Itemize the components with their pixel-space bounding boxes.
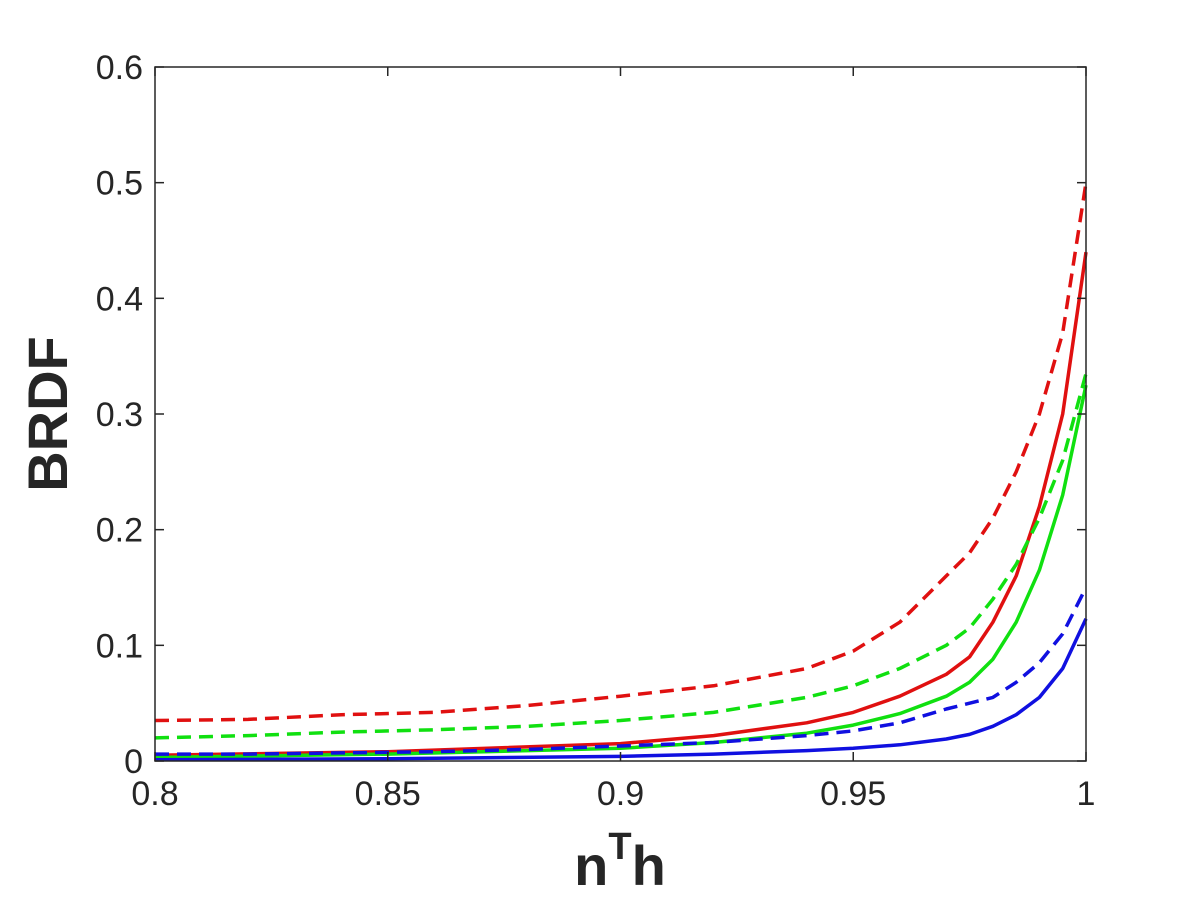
x-axis-title-base: n	[574, 834, 608, 897]
y-tick-label-5: 0.4	[96, 280, 143, 318]
plot-background	[155, 67, 1086, 761]
x-tick-label-4: 0.95	[820, 775, 886, 813]
series-line-5	[154, 373, 1088, 740]
x-axis-title-superscript: T	[608, 826, 631, 868]
ticks-layer: 0.8 0.85 0.9 0.95 1 0 0.1 0.2 0.3 0.4 0.5 0.6	[96, 49, 1096, 813]
x-axis-title-suffix: h	[632, 834, 666, 897]
y-tick-label-7: 0.6	[96, 49, 143, 87]
x-tick-label-1: 0.8	[131, 775, 178, 813]
y-axis-title: BRDF	[16, 336, 79, 492]
x-tick-label-3: 0.9	[597, 775, 644, 813]
x-axis-title: nTh	[574, 826, 666, 897]
y-tick-label-4: 0.3	[96, 396, 143, 434]
y-tick-label-2: 0.1	[96, 627, 143, 665]
x-tick-label-2: 0.85	[355, 775, 421, 813]
series-line-3	[154, 617, 1088, 762]
x-tick-label-5: 1	[1077, 775, 1096, 813]
y-tick-label-6: 0.5	[96, 165, 143, 203]
series-line-6	[155, 586, 1088, 756]
y-tick-label-3: 0.2	[96, 512, 143, 550]
series-line-2	[154, 384, 1088, 760]
y-tick-label-1: 0	[124, 743, 143, 781]
series-line-1	[154, 251, 1088, 757]
series-layer	[154, 182, 1088, 762]
series-line-4	[154, 182, 1088, 723]
